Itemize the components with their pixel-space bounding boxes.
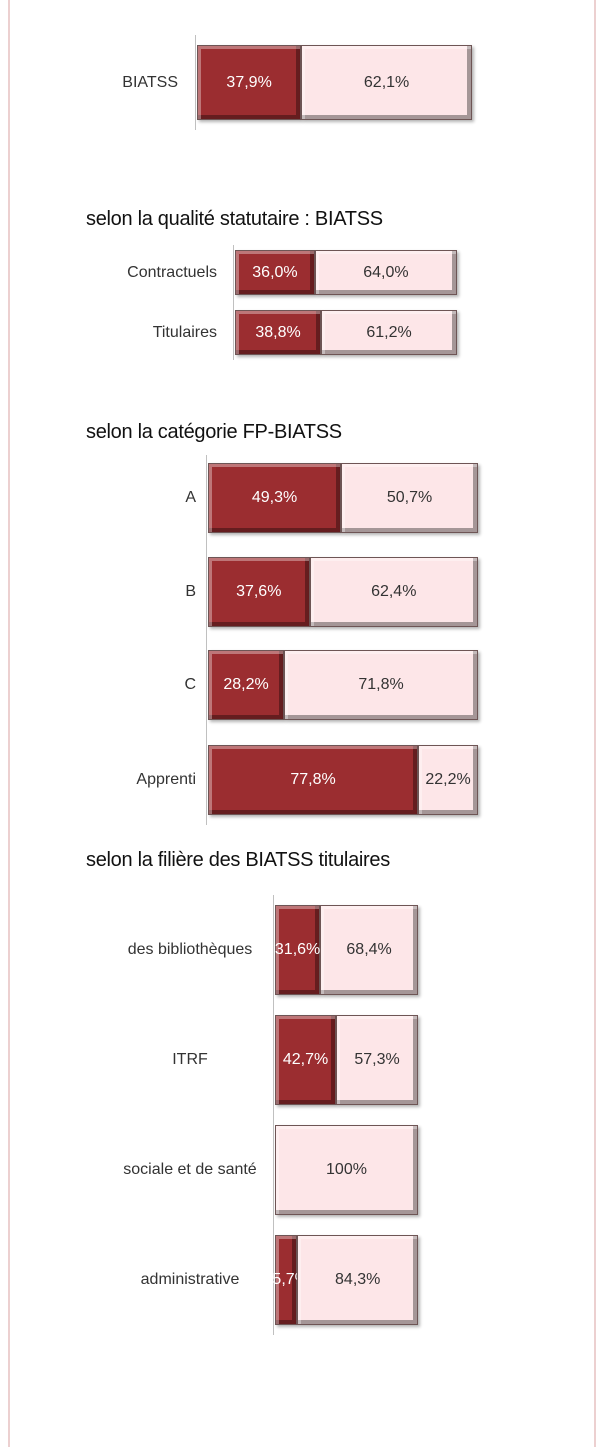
bar-segment: 61,2%: [321, 310, 457, 355]
bar-segment: 38,8%: [235, 310, 322, 355]
axis-line: [273, 895, 274, 1335]
bar-segment: 37,9%: [197, 45, 302, 120]
data-label: 36,0%: [252, 263, 298, 281]
data-label: 62,1%: [363, 73, 410, 91]
category-label: sociale et de santé: [123, 1161, 257, 1178]
bar-segment: 37,6%: [208, 557, 310, 627]
data-label: 84,3%: [335, 1271, 381, 1288]
data-label: 37,9%: [226, 73, 272, 91]
chart-title: selon la qualité statutaire : BIATSS: [86, 208, 383, 230]
bar-segment: 31,6%: [275, 905, 320, 995]
category-label: C: [184, 676, 196, 693]
data-label: 68,4%: [346, 941, 392, 958]
bar-segment: 36,0%: [235, 250, 315, 295]
bar-segment: 64,0%: [314, 250, 457, 295]
data-label: 50,7%: [386, 489, 433, 506]
category-label: Titulaires: [152, 323, 217, 341]
bar-segment: 49,3%: [208, 463, 342, 533]
data-label: 62,4%: [371, 583, 417, 600]
category-label: Contractuels: [127, 263, 217, 281]
category-label: Apprenti: [136, 771, 196, 788]
bar-segment: 28,2%: [208, 650, 285, 720]
data-label: 64,0%: [363, 263, 409, 281]
data-label: 38,8%: [255, 323, 301, 341]
bar-segment: 15,7%: [264, 1235, 309, 1325]
chart-title: selon la catégorie FP-BIATSS: [86, 421, 342, 443]
axis-line: [195, 35, 196, 130]
data-label: 31,6%: [274, 941, 321, 958]
bar-segment: 71,8%: [284, 650, 478, 720]
category-label: B: [185, 583, 196, 600]
data-label: 42,7%: [282, 1051, 329, 1068]
bar-segment: 62,1%: [301, 45, 472, 120]
data-label: 49,3%: [251, 489, 298, 506]
bar-segment: 50,7%: [341, 463, 478, 533]
data-label: 100%: [326, 1161, 367, 1178]
axis-line: [206, 455, 207, 825]
category-label: A: [185, 489, 196, 506]
category-label: administrative: [140, 1271, 240, 1288]
bar-segment: 77,8%: [208, 745, 419, 815]
chart-title: selon la filière des BIATSS titulaires: [86, 849, 390, 871]
bar-segment: 57,3%: [336, 1015, 418, 1105]
category-label: BIATSS: [122, 73, 178, 91]
bar-segment: 68,4%: [320, 905, 418, 995]
data-label: 71,8%: [358, 676, 404, 693]
data-label: 28,2%: [223, 676, 269, 693]
bar-segment: 100%: [275, 1125, 418, 1215]
page-frame: [8, 0, 596, 1447]
data-label: 37,6%: [236, 583, 282, 600]
axis-line: [233, 245, 234, 360]
category-label: ITRF: [172, 1051, 208, 1068]
data-label: 57,3%: [354, 1051, 400, 1068]
data-label: 61,2%: [366, 323, 412, 341]
bar-segment: 84,3%: [297, 1235, 418, 1325]
data-label: 77,8%: [290, 771, 336, 788]
category-label: des bibliothèques: [127, 941, 253, 958]
bar-segment: 22,2%: [418, 745, 478, 815]
bar-segment: 62,4%: [309, 557, 478, 627]
bar-segment: 42,7%: [275, 1015, 337, 1105]
data-label: 22,2%: [425, 771, 471, 788]
